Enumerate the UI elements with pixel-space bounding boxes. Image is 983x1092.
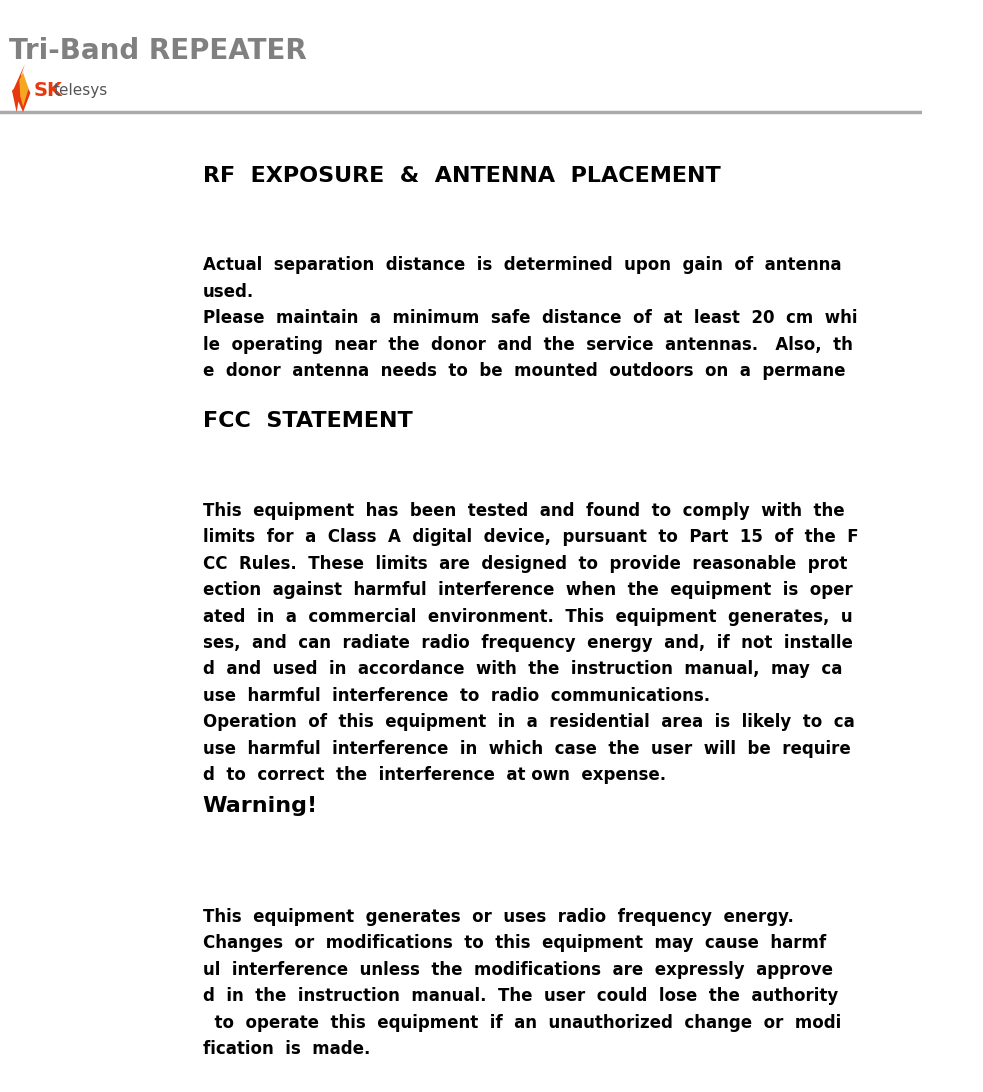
Text: RF  EXPOSURE  &  ANTENNA  PLACEMENT: RF EXPOSURE & ANTENNA PLACEMENT: [202, 166, 721, 186]
Text: Warning!: Warning!: [202, 796, 318, 816]
Text: This  equipment  has  been  tested  and  found  to  comply  with  the
limits  fo: This equipment has been tested and found…: [202, 502, 858, 784]
Polygon shape: [12, 64, 30, 112]
Text: This  equipment  generates  or  uses  radio  frequency  energy.
Changes  or  mod: This equipment generates or uses radio f…: [202, 907, 841, 1058]
Text: Tri-Band REPEATER: Tri-Band REPEATER: [9, 37, 307, 66]
Polygon shape: [20, 67, 29, 107]
Text: SK: SK: [34, 81, 63, 100]
Text: Actual  separation  distance  is  determined  upon  gain  of  antenna
used.
Plea: Actual separation distance is determined…: [202, 257, 857, 380]
Text: telesys: telesys: [53, 83, 108, 98]
Text: FCC  STATEMENT: FCC STATEMENT: [202, 412, 413, 431]
